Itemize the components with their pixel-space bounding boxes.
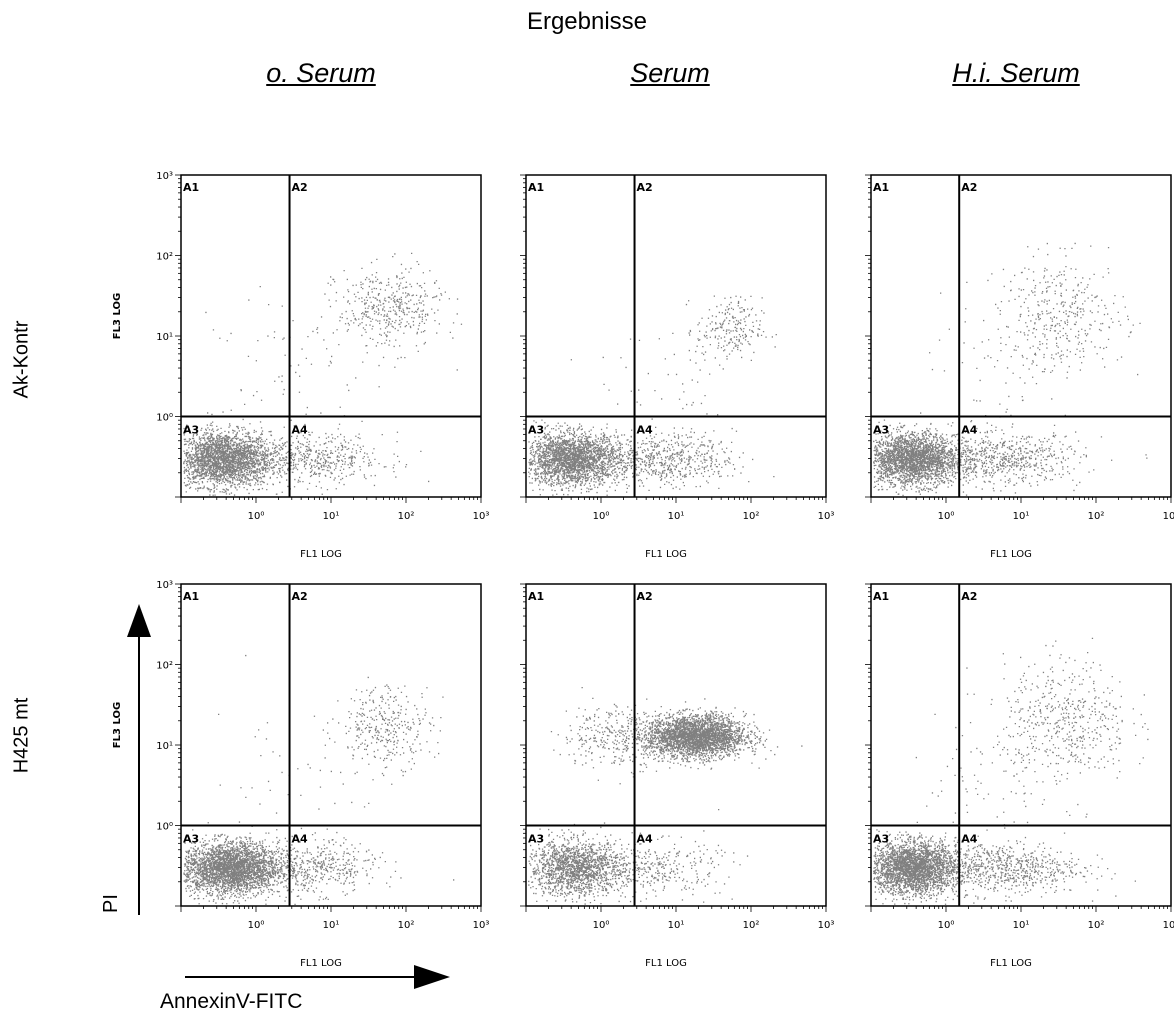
y-tick-label: 10⁰ (156, 413, 173, 424)
gate-label-a2: A2 (292, 181, 308, 194)
column-title-o-serum: o. Serum (266, 58, 376, 88)
x-tick-label: 10¹ (668, 511, 685, 522)
x-tick-label: 10⁰ (248, 511, 265, 522)
x-tick-label: 10³ (1163, 920, 1174, 931)
gate-label-a3: A3 (528, 424, 544, 437)
x-tick-label: 10³ (473, 920, 490, 931)
gate-label-a1: A1 (528, 181, 544, 194)
y-tick-label: 10² (156, 252, 173, 263)
event-dots (183, 252, 463, 496)
gate-label-a3: A3 (873, 833, 889, 846)
gate-label-a4: A4 (292, 833, 309, 846)
scatter-panel-2-2: A1 A2 A3 A4 10⁰ 10¹ 10² 10³ FL1 LOG (520, 583, 835, 969)
y-tick-label: 10³ (156, 580, 173, 591)
scatter-panel-1-3: A1 A2 A3 A4 10⁰ 10¹ 10² 10³ FL1 LOG (865, 174, 1174, 560)
x-axis-label: FL1 LOG (990, 958, 1032, 969)
y-tick-label: 10³ (156, 171, 173, 182)
scatter-panel-1-2: A1 A2 A3 A4 10⁰ 10¹ 10² 10³ FL1 LOG (520, 174, 835, 560)
gate-label-a4: A4 (637, 424, 654, 437)
x-tick-label: 10² (398, 511, 415, 522)
x-tick-label: 10¹ (668, 920, 685, 931)
annexin-axis-label: AnnexinV-FITC (160, 990, 302, 1013)
x-tick-label: 10³ (818, 920, 835, 931)
x-tick-label: 10¹ (323, 511, 340, 522)
x-tick-label: 10⁰ (938, 920, 955, 931)
x-axis-label: FL1 LOG (300, 549, 342, 560)
x-tick-label: 10³ (1163, 511, 1174, 522)
gate-label-a4: A4 (292, 424, 309, 437)
gate-label-a1: A1 (528, 590, 544, 603)
x-tick-label: 10² (1088, 511, 1105, 522)
pi-axis-arrowhead (127, 604, 151, 637)
scatter-panel-2-3: A1 A2 A3 A4 10⁰ 10¹ 10² 10³ FL1 LOG (865, 583, 1174, 969)
gate-label-a1: A1 (183, 590, 199, 603)
gate-label-a3: A3 (873, 424, 889, 437)
plot-frame (180, 174, 482, 498)
annexin-axis-arrowhead (414, 965, 450, 989)
x-axis-label: FL1 LOG (990, 549, 1032, 560)
y-tick-label: 10² (156, 661, 173, 672)
x-tick-label: 10³ (818, 511, 835, 522)
x-tick-label: 10² (743, 920, 760, 931)
x-axis-label: FL1 LOG (645, 549, 687, 560)
x-tick-label: 10² (398, 920, 415, 931)
gate-label-a3: A3 (183, 833, 199, 846)
y-tick-label: 10⁰ (156, 822, 173, 833)
x-axis-label: FL1 LOG (645, 958, 687, 969)
x-tick-label: 10² (1088, 920, 1105, 931)
event-dots (873, 242, 1148, 496)
event-dots (873, 637, 1149, 905)
y-tick-label: 10¹ (156, 741, 173, 752)
gate-label-a2: A2 (292, 590, 308, 603)
x-tick-label: 10⁰ (593, 920, 610, 931)
x-tick-label: 10¹ (323, 920, 340, 931)
x-tick-label: 10¹ (1013, 920, 1030, 931)
event-dots (528, 687, 803, 905)
gate-label-a2: A2 (961, 181, 977, 194)
gate-label-a1: A1 (873, 590, 889, 603)
gate-label-a2: A2 (961, 590, 977, 603)
gate-label-a4: A4 (961, 424, 978, 437)
gate-label-a2: A2 (637, 590, 653, 603)
x-tick-label: 10¹ (1013, 511, 1030, 522)
event-dots (528, 295, 777, 496)
y-axis-label: FL3 LOG (112, 293, 123, 339)
gate-label-a1: A1 (873, 181, 889, 194)
x-tick-label: 10² (743, 511, 760, 522)
x-tick-label: 10⁰ (248, 920, 265, 931)
y-tick-label: 10¹ (156, 332, 173, 343)
gate-label-a4: A4 (961, 833, 978, 846)
y-axis-label: FL3 LOG (112, 702, 123, 748)
x-tick-label: 10³ (473, 511, 490, 522)
column-title-hi-serum: H.i. Serum (952, 58, 1080, 88)
scatter-panel-1-1: A1 A2 A3 A4 10⁰ 10¹ 10² 10³ 10⁰ 10¹ 10² 10³ FL3 LOG F… (112, 171, 489, 560)
column-title-serum: Serum (630, 58, 710, 88)
x-tick-label: 10⁰ (593, 511, 610, 522)
gate-label-a2: A2 (637, 181, 653, 194)
gate-label-a3: A3 (183, 424, 199, 437)
scatter-panel-2-1: A1 A2 A3 A4 10⁰ 10¹ 10² 10³ 10⁰ 10¹ 10² 10³ FL3 LOG F… (112, 580, 489, 969)
gate-label-a4: A4 (637, 833, 654, 846)
pi-axis-label: PI (100, 894, 122, 913)
x-axis-label: FL1 LOG (300, 958, 342, 969)
event-dots (183, 654, 455, 905)
gate-label-a1: A1 (183, 181, 199, 194)
plot-frame (525, 583, 827, 907)
x-tick-label: 10⁰ (938, 511, 955, 522)
gate-label-a3: A3 (528, 833, 544, 846)
figure-title: Ergebnisse (526, 8, 648, 35)
